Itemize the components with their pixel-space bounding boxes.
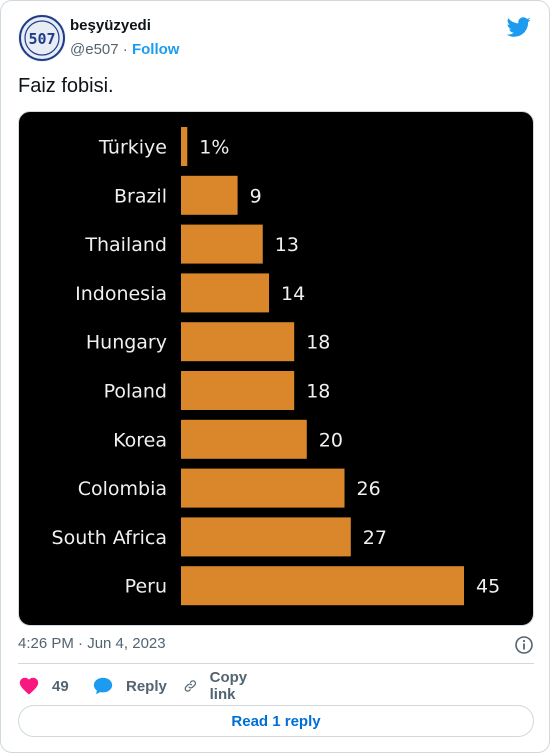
divider	[18, 663, 534, 664]
author-handle[interactable]: @e507	[70, 41, 119, 58]
value-label-thailand: 13	[275, 234, 299, 256]
speech-bubble-icon	[93, 677, 113, 695]
category-label-korea: Korea	[113, 429, 167, 451]
category-label-colombia: Colombia	[78, 478, 167, 500]
info-icon[interactable]	[514, 635, 534, 655]
bar-thailand	[181, 224, 263, 264]
value-label-poland: 18	[306, 381, 330, 403]
like-count: 49	[52, 677, 69, 695]
avatar[interactable]: 507	[18, 14, 66, 62]
bar-chart: Türkiye 1% Brazil 9 Thailand 13 Indonesia 14 Hun…	[52, 127, 500, 606]
link-icon	[184, 680, 196, 692]
bar-poland	[181, 371, 295, 410]
twitter-bird-icon[interactable]	[507, 15, 531, 39]
author-handle-line: @e507 · Follow	[70, 41, 179, 58]
bar-hungary	[181, 322, 295, 362]
read-replies-label: Read 1 reply	[231, 712, 321, 730]
bar-brazil	[181, 175, 238, 215]
tweet-text: Faiz fobisi.	[18, 75, 114, 97]
like-button[interactable]: 49	[18, 674, 69, 698]
timestamp[interactable]: 4:26 PM · Jun 4, 2023	[18, 635, 166, 652]
category-label-poland: Poland	[104, 381, 167, 403]
bar-south-africa	[181, 517, 351, 557]
value-label-indonesia: 14	[281, 283, 305, 305]
bar-korea	[181, 419, 307, 459]
category-label-turkiye: Türkiye	[98, 137, 167, 159]
follow-button[interactable]: Follow	[131, 41, 180, 58]
reply-button[interactable]: Reply	[92, 674, 167, 698]
avatar-logo: 507	[19, 15, 65, 61]
category-label-thailand: Thailand	[84, 234, 167, 256]
heart-icon	[19, 677, 39, 695]
bar-colombia	[181, 468, 345, 508]
category-label-south-africa: South Africa	[52, 527, 167, 549]
copy-link-label: Copy link	[209, 669, 248, 703]
tweet-media-chart[interactable]: Türkiye 1% Brazil 9 Thailand 13 Indonesia 14 Hun…	[18, 111, 534, 626]
category-label-indonesia: Indonesia	[75, 283, 167, 305]
svg-text:507: 507	[28, 30, 55, 48]
value-label-hungary: 18	[306, 332, 330, 354]
bar-turkiye	[181, 127, 188, 166]
timestamp-row: 4:26 PM · Jun 4, 2023	[18, 635, 534, 655]
separator-dot: ·	[122, 41, 128, 58]
copy-link-button[interactable]: Copy link	[183, 669, 255, 703]
category-label-hungary: Hungary	[86, 332, 167, 354]
bar-indonesia	[181, 273, 270, 313]
reply-label: Reply	[126, 677, 167, 695]
value-label-korea: 20	[319, 429, 343, 451]
value-label-south-africa: 27	[363, 527, 387, 549]
value-label-colombia: 26	[357, 478, 381, 500]
author-name[interactable]: beşyüzyedi	[70, 17, 151, 34]
value-label-turkiye: 1%	[199, 137, 229, 159]
read-replies-button[interactable]: Read 1 reply	[18, 705, 534, 737]
category-label-peru: Peru	[125, 576, 167, 598]
category-label-brazil: Brazil	[114, 185, 167, 207]
bar-peru	[181, 566, 464, 606]
value-label-brazil: 9	[250, 185, 262, 207]
value-label-peru: 45	[476, 576, 500, 598]
